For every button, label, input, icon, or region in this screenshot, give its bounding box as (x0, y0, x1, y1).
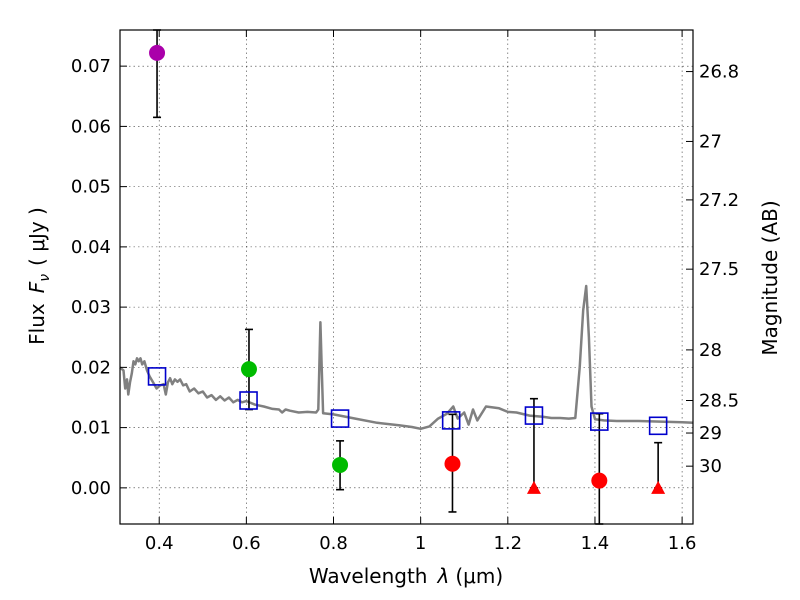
y-tick-label: 0.03 (71, 297, 111, 318)
model-flux-square (648, 416, 668, 436)
y-axis-label: Flux Fν ( μJy ) (25, 207, 53, 345)
y-axis-subscript: ν (37, 274, 53, 282)
x-tick-label: 0.4 (145, 533, 174, 554)
observed-flux-point (444, 455, 461, 472)
axis-ticks (120, 30, 693, 524)
y2-tick-label: 27.5 (699, 259, 739, 280)
model-flux-square (524, 406, 544, 425)
y2-tick-label: 28 (699, 340, 722, 361)
model-spectrum-line (119, 284, 694, 431)
model-flux-square (330, 409, 350, 428)
y-tick-label: 0.01 (71, 418, 111, 439)
model-flux-square (239, 391, 258, 410)
y-tick-label: 0.00 (71, 478, 111, 499)
upper-limit-triangle (526, 480, 541, 494)
x-tick-label: 0.8 (319, 533, 348, 554)
plot-frame (119, 29, 694, 525)
model-flux-square (441, 411, 461, 430)
tick-labels: 0.4 0.6 0.8 1 1.2 1.4 1.6 0.00 0.01 0.02 0.03 0.04 0… (71, 56, 739, 554)
x-tick-label: 1.4 (581, 533, 610, 554)
x-tick-label: 1.6 (668, 533, 697, 554)
model-spectrum (119, 284, 694, 431)
x-axis-unit: (μm) (455, 564, 503, 588)
upper-limit-triangle (651, 480, 666, 494)
x-tick-label: 0.6 (232, 533, 261, 554)
observed-flux-point (149, 44, 166, 61)
model-flux-square (147, 367, 167, 386)
y-tick-label: 0.07 (71, 56, 111, 77)
data-markers (147, 44, 668, 494)
y-axis-label-text: Flux (25, 303, 49, 345)
x-axis-symbol: λ (437, 564, 450, 588)
error-bars (153, 29, 663, 525)
y2-tick-label: 28.5 (699, 391, 739, 412)
y-tick-label: 0.04 (71, 237, 111, 258)
y2-axis-label: Magnitude (AB) (758, 200, 782, 355)
y-tick-label: 0.06 (71, 116, 111, 137)
observed-flux-point (332, 456, 349, 473)
y2-tick-label: 27.2 (699, 190, 739, 211)
y-axis-symbol: F (25, 281, 49, 293)
y2-tick-label: 26.8 (699, 62, 739, 83)
y2-tick-label: 27 (699, 131, 722, 152)
x-tick-label: 1.2 (493, 533, 522, 554)
x-tick-label: 1 (415, 533, 426, 554)
model-flux-square (590, 412, 609, 431)
y2-tick-label: 30 (699, 456, 722, 477)
y2-tick-label: 29 (699, 423, 722, 444)
y-axis-unit: ( μJy ) (25, 207, 49, 266)
y-tick-label: 0.05 (71, 177, 111, 198)
observed-flux-point (591, 472, 608, 489)
y-tick-label: 0.02 (71, 357, 111, 378)
grid (120, 30, 693, 524)
x-axis-label: Wavelength λ (μm) (309, 564, 503, 588)
x-axis-label-text: Wavelength (309, 564, 428, 588)
observed-flux-point (240, 361, 257, 378)
